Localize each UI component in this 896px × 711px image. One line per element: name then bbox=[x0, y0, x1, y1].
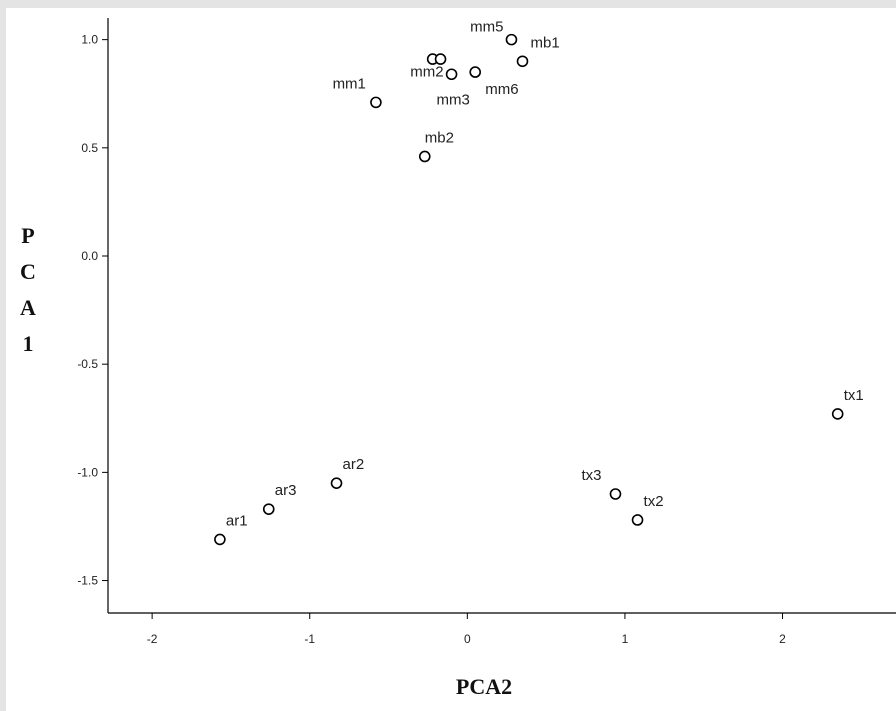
point-label: mm6 bbox=[485, 81, 518, 98]
x-axis-title: PCA2 bbox=[456, 674, 512, 699]
x-tick-label: 1 bbox=[622, 632, 629, 646]
ticks: 1.0 0.5 0.0 -0.5 -1.0 -1.5 -2 -1 0 1 2 bbox=[77, 33, 786, 646]
x-tick-label: -1 bbox=[304, 632, 315, 646]
point-label: tx2 bbox=[644, 493, 664, 510]
x-tick-label: 0 bbox=[464, 632, 471, 646]
y-tick-label: -0.5 bbox=[77, 357, 98, 371]
point-labels: mb1 mm5 mm2 mm6 mm1 mb2 tx1 ar2 ar3 ar1 tx3 tx2 mm3 bbox=[226, 19, 864, 530]
y-tick-label: 0.5 bbox=[81, 141, 98, 155]
data-point bbox=[831, 408, 844, 420]
axes bbox=[107, 18, 896, 614]
data-point bbox=[434, 53, 447, 65]
point-label: mm3 bbox=[436, 92, 469, 109]
y-tick-label: 0.0 bbox=[81, 249, 98, 263]
data-point bbox=[370, 96, 382, 109]
point-label: tx1 bbox=[844, 387, 864, 404]
point-label: ar1 bbox=[226, 512, 248, 529]
y-tick-label: -1.0 bbox=[77, 465, 98, 479]
point-label: mb1 bbox=[530, 34, 559, 51]
data-point bbox=[609, 488, 622, 500]
y-tick-label: 1.0 bbox=[81, 33, 98, 47]
point-label: mm1 bbox=[333, 75, 366, 92]
point-label: ar2 bbox=[343, 456, 365, 473]
data-point bbox=[469, 66, 482, 78]
y-axis-title-char: 1 bbox=[23, 331, 34, 356]
data-point bbox=[631, 514, 644, 526]
data-point bbox=[418, 150, 431, 163]
point-label: ar3 bbox=[275, 482, 297, 499]
data-point bbox=[214, 533, 226, 546]
x-tick-label: -2 bbox=[147, 632, 158, 646]
chart-canvas: 1.0 0.5 0.0 -0.5 -1.0 -1.5 -2 -1 0 1 2 mb1 mm5 mm2 mm… bbox=[6, 8, 896, 711]
data-point bbox=[505, 33, 518, 46]
x-tick-label: 2 bbox=[779, 632, 786, 646]
data-point bbox=[516, 55, 529, 68]
y-tick-label: -1.5 bbox=[77, 574, 98, 588]
data-point bbox=[445, 68, 458, 81]
scatter-plot: 1.0 0.5 0.0 -0.5 -1.0 -1.5 -2 -1 0 1 2 mb1 mm5 mm2 mm… bbox=[20, 18, 896, 699]
point-label: tx3 bbox=[581, 467, 601, 484]
y-axis-title-char: A bbox=[20, 295, 36, 320]
y-axis-title-char: P bbox=[21, 223, 34, 248]
data-points bbox=[214, 33, 844, 546]
point-label: mm2 bbox=[410, 63, 443, 80]
point-label: mm5 bbox=[470, 19, 503, 36]
y-axis-title-char: C bbox=[20, 259, 36, 284]
data-point bbox=[262, 503, 275, 515]
point-label: mb2 bbox=[425, 129, 454, 146]
data-point bbox=[330, 477, 343, 489]
